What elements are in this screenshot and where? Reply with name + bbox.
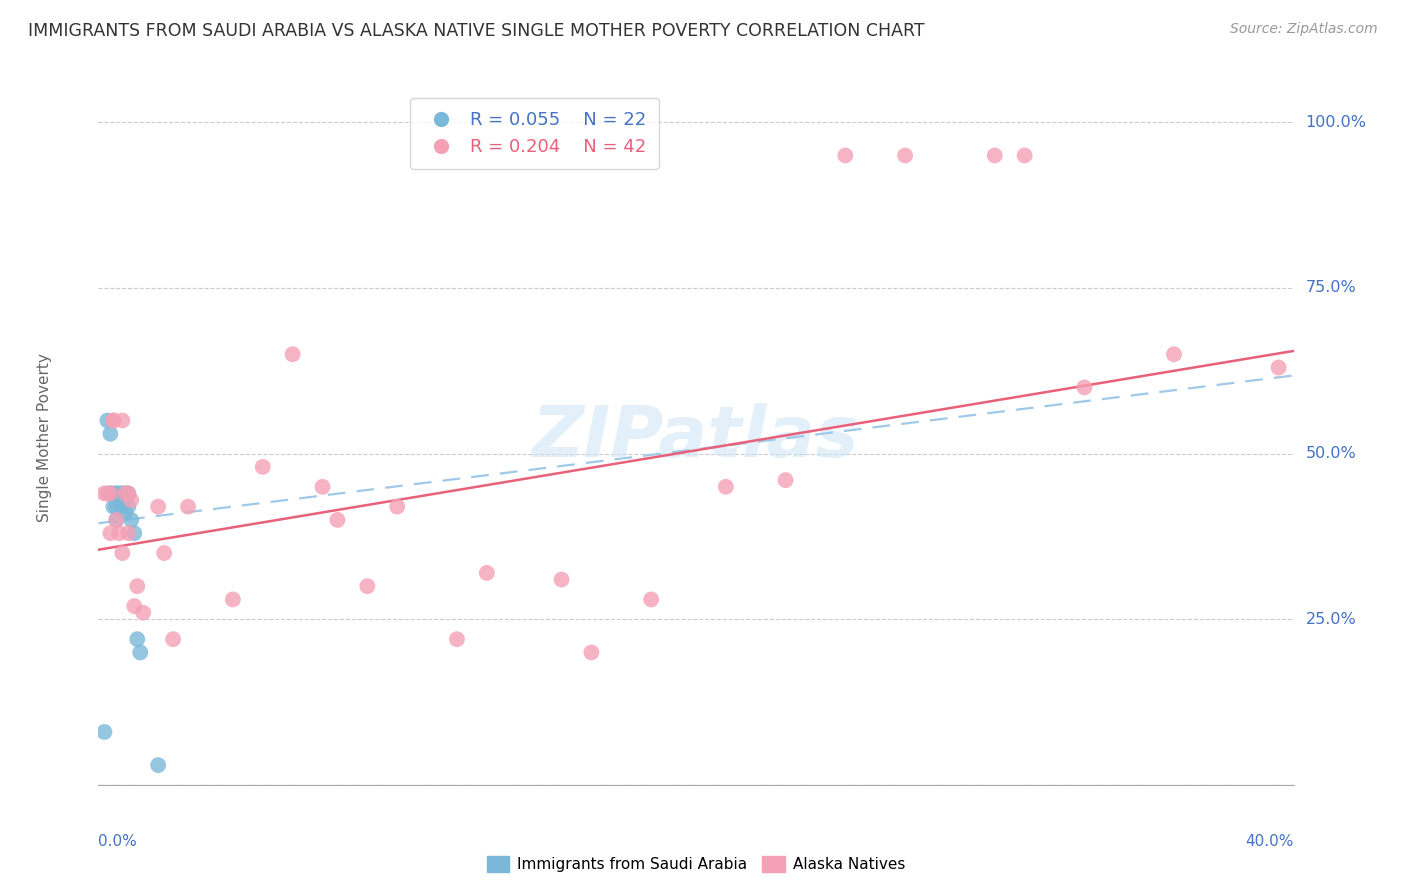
Point — [96, 413, 118, 427]
Point — [326, 513, 349, 527]
Point — [114, 506, 136, 520]
Text: 40.0%: 40.0% — [1246, 834, 1294, 848]
Point — [105, 486, 128, 500]
Point — [148, 500, 170, 514]
Point — [103, 500, 125, 514]
Point — [894, 148, 917, 162]
Point — [446, 632, 468, 647]
Point — [114, 486, 136, 500]
Point — [127, 632, 149, 647]
Point — [640, 592, 662, 607]
Point — [550, 573, 572, 587]
Text: ZIPatlas: ZIPatlas — [533, 402, 859, 472]
Point — [108, 486, 131, 500]
Point — [129, 645, 152, 659]
Point — [120, 513, 142, 527]
Point — [222, 592, 245, 607]
Point — [177, 500, 200, 514]
Point — [108, 526, 131, 541]
Point — [1267, 360, 1289, 375]
Point — [111, 500, 134, 514]
Point — [103, 486, 125, 500]
Text: IMMIGRANTS FROM SAUDI ARABIA VS ALASKA NATIVE SINGLE MOTHER POVERTY CORRELATION : IMMIGRANTS FROM SAUDI ARABIA VS ALASKA N… — [28, 22, 925, 40]
Point — [93, 725, 115, 739]
Point — [98, 526, 122, 541]
Point — [834, 148, 856, 162]
Point — [281, 347, 304, 361]
Point — [98, 426, 122, 441]
Text: 0.0%: 0.0% — [98, 834, 138, 848]
Point — [117, 486, 139, 500]
Text: 100.0%: 100.0% — [1305, 115, 1367, 130]
Point — [385, 500, 409, 514]
Point — [117, 500, 139, 514]
Point — [105, 500, 128, 514]
Text: Source: ZipAtlas.com: Source: ZipAtlas.com — [1230, 22, 1378, 37]
Point — [475, 566, 498, 580]
Point — [124, 526, 146, 541]
Point — [96, 486, 118, 500]
Point — [1163, 347, 1185, 361]
Point — [127, 579, 149, 593]
Point — [120, 493, 142, 508]
Point — [581, 645, 603, 659]
Text: 75.0%: 75.0% — [1305, 280, 1357, 295]
Text: 25.0%: 25.0% — [1305, 612, 1357, 627]
Point — [714, 480, 737, 494]
Legend: Immigrants from Saudi Arabia, Alaska Natives: Immigrants from Saudi Arabia, Alaska Nat… — [481, 850, 911, 879]
Point — [111, 546, 134, 560]
Point — [105, 513, 128, 527]
Point — [98, 486, 122, 500]
Point — [132, 606, 155, 620]
Point — [153, 546, 176, 560]
Point — [356, 579, 378, 593]
Point — [103, 413, 125, 427]
Point — [124, 599, 146, 613]
Point — [111, 486, 134, 500]
Point — [93, 486, 115, 500]
Point — [252, 459, 274, 474]
Text: 50.0%: 50.0% — [1305, 446, 1357, 461]
Point — [775, 473, 797, 487]
Point — [117, 486, 139, 500]
Point — [117, 526, 139, 541]
Point — [103, 413, 125, 427]
Text: Single Mother Poverty: Single Mother Poverty — [37, 352, 52, 522]
Point — [98, 486, 122, 500]
Point — [162, 632, 184, 647]
Point — [983, 148, 1005, 162]
Point — [108, 493, 131, 508]
Point — [1014, 148, 1036, 162]
Point — [111, 413, 134, 427]
Point — [148, 758, 170, 772]
Point — [311, 480, 333, 494]
Point — [1073, 380, 1095, 394]
Point — [114, 486, 136, 500]
Point — [105, 513, 128, 527]
